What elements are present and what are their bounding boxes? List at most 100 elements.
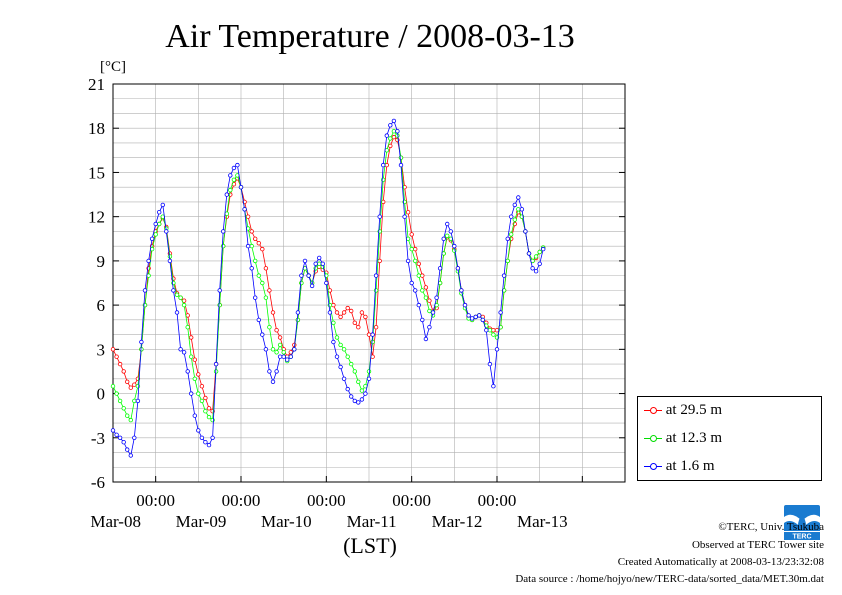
- data-point: [427, 298, 432, 303]
- data-point: [267, 325, 272, 330]
- data-point: [491, 328, 496, 333]
- x-tick-label-time: 00:00: [136, 491, 175, 510]
- x-tick-label-time: 00:00: [222, 491, 261, 510]
- axes: -6-303691215182100:00Mar-0800:00Mar-0900…: [88, 75, 626, 531]
- data-point: [156, 221, 162, 227]
- y-tick-label: 3: [97, 340, 106, 359]
- data-point: [124, 413, 130, 418]
- data-point: [334, 310, 340, 315]
- data-point: [516, 207, 521, 212]
- data-point: [533, 269, 539, 274]
- data-point: [324, 280, 329, 286]
- data-point: [174, 292, 180, 297]
- data-point: [285, 357, 290, 362]
- data-point: [320, 261, 325, 266]
- data-point: [505, 236, 510, 241]
- data-point: [288, 354, 293, 359]
- y-tick-label: 15: [88, 163, 105, 182]
- data-point: [338, 314, 343, 320]
- data-point: [231, 177, 237, 182]
- data-point: [110, 347, 116, 352]
- data-point: [373, 325, 379, 330]
- y-axis-label: [°C]: [100, 59, 126, 75]
- data-point: [135, 398, 141, 404]
- data-point: [352, 320, 357, 325]
- data-point: [391, 134, 397, 140]
- data-point: [114, 354, 119, 359]
- data-point: [526, 251, 532, 256]
- data-point: [338, 342, 343, 348]
- data-point: [121, 406, 126, 411]
- data-point: [256, 240, 261, 246]
- data-point: [185, 369, 190, 374]
- data-point: [238, 184, 244, 190]
- data-point: [317, 261, 322, 266]
- data-point: [196, 372, 201, 377]
- y-tick-label: 18: [88, 119, 105, 138]
- y-tick-label: 21: [88, 75, 105, 94]
- data-point: [413, 246, 418, 252]
- data-point: [274, 350, 279, 355]
- data-point: [384, 133, 389, 138]
- data-point: [420, 288, 425, 293]
- x-tick-label-time: 00:00: [478, 491, 517, 510]
- data-point: [469, 316, 475, 321]
- data-point: [402, 214, 407, 219]
- data-point: [391, 128, 397, 134]
- data-point: [427, 308, 432, 314]
- data-point: [146, 258, 151, 264]
- terc-logo-icon: TERC: [784, 505, 820, 541]
- data-point: [512, 217, 517, 222]
- data-point: [188, 354, 194, 359]
- data-point: [185, 313, 190, 318]
- data-point: [263, 266, 269, 271]
- data-point: [117, 435, 123, 440]
- data-point: [494, 347, 500, 352]
- data-point: [249, 243, 254, 249]
- data-point: [366, 369, 372, 374]
- data-point: [110, 384, 116, 389]
- data-point: [181, 350, 187, 355]
- data-point: [391, 118, 397, 124]
- data-point: [142, 288, 148, 293]
- data-point: [423, 295, 429, 300]
- data-point: [370, 332, 375, 337]
- data-point: [171, 288, 176, 293]
- data-point: [124, 447, 130, 452]
- data-point: [124, 379, 130, 384]
- data-point: [117, 361, 123, 367]
- data-point: [252, 236, 258, 241]
- data-point: [459, 288, 464, 293]
- y-tick-label: 9: [97, 252, 106, 271]
- legend-item-29-5m: at 29.5 m: [644, 402, 722, 419]
- data-point: [356, 400, 361, 405]
- data-point: [128, 417, 133, 423]
- data-point: [128, 453, 133, 458]
- data-point: [260, 246, 265, 252]
- data-point: [245, 214, 251, 219]
- series-layer: [110, 118, 546, 458]
- data-point: [206, 442, 212, 448]
- data-point: [110, 428, 116, 433]
- data-point: [377, 214, 382, 219]
- data-point: [199, 435, 205, 440]
- data-point: [530, 266, 535, 271]
- data-point: [188, 391, 194, 396]
- data-point: [164, 229, 169, 234]
- data-point: [373, 273, 379, 278]
- data-point: [302, 258, 308, 264]
- data-point: [260, 280, 265, 286]
- data-point: [132, 398, 137, 404]
- data-point: [381, 162, 386, 168]
- data-point: [352, 398, 357, 404]
- data-point: [128, 385, 133, 390]
- data-point: [516, 195, 521, 200]
- footer-source: Data source : /home/hojyo/new/TERC-data/…: [515, 573, 824, 585]
- data-point: [224, 192, 229, 197]
- data-point: [281, 354, 286, 359]
- data-point: [334, 354, 340, 359]
- data-point: [299, 273, 304, 278]
- data-point: [203, 395, 208, 401]
- data-point: [245, 243, 251, 249]
- data-point: [192, 376, 197, 381]
